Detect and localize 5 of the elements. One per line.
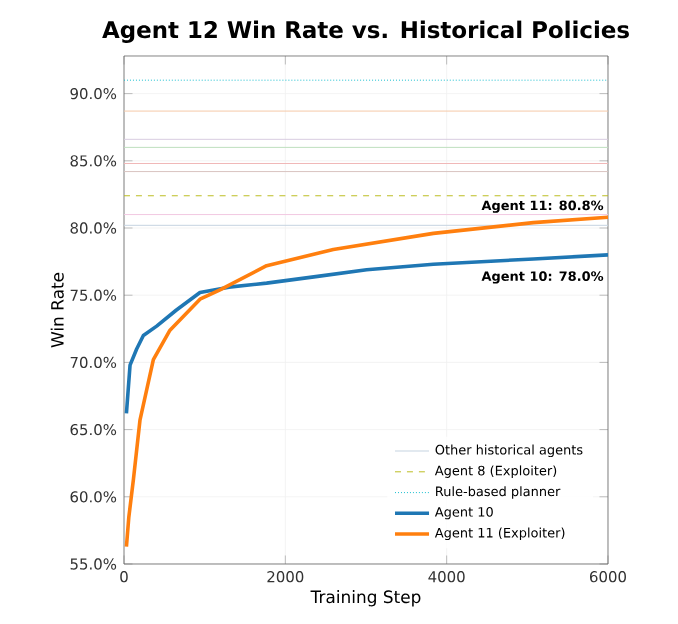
line-series xyxy=(124,253,608,416)
line-series xyxy=(124,215,608,549)
y-axis-title: Win Rate xyxy=(50,272,64,348)
x-axis-title: Training Step xyxy=(310,590,421,607)
chart-title: Agent 12 Win Rate vs. Historical Policies xyxy=(102,20,629,43)
